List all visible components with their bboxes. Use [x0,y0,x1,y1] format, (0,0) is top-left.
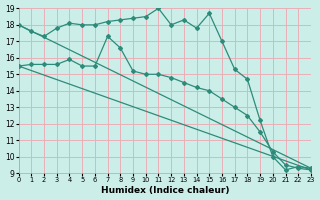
X-axis label: Humidex (Indice chaleur): Humidex (Indice chaleur) [100,186,229,195]
